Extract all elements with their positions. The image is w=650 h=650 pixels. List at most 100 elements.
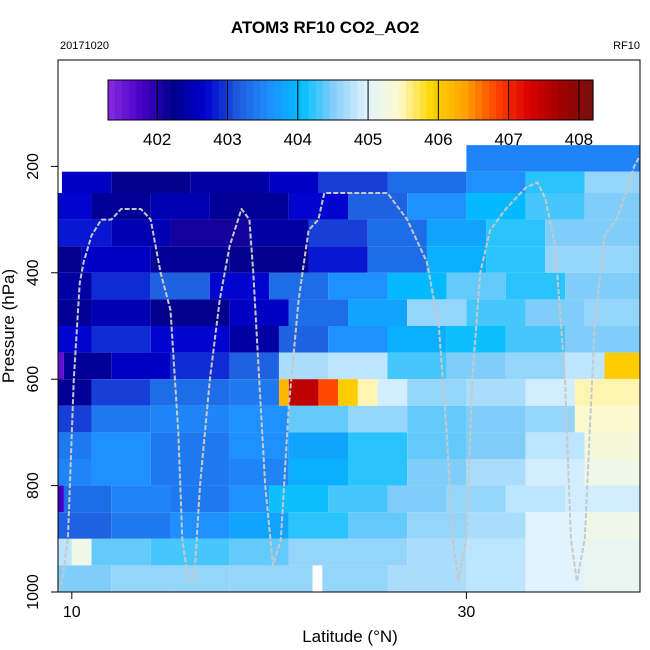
colorbar-swatch xyxy=(128,80,137,120)
heatmap-cell xyxy=(229,459,289,486)
colorbar-swatch xyxy=(156,80,165,120)
heatmap-cell xyxy=(565,326,640,353)
heatmap-cell xyxy=(150,379,230,406)
heatmap-cell xyxy=(150,538,230,566)
heatmap-cell xyxy=(58,538,72,566)
heatmap-cell xyxy=(91,193,151,220)
heatmap-cell xyxy=(387,272,447,300)
colorbar-swatch xyxy=(572,80,580,120)
heatmap-cell xyxy=(466,379,526,406)
heatmap-cell xyxy=(229,379,279,406)
heatmap-cell xyxy=(525,538,585,566)
colorbar-swatch xyxy=(405,80,414,120)
colorbar-swatch xyxy=(579,80,587,120)
heatmap-cell xyxy=(58,299,92,326)
heatmap-cell xyxy=(71,538,92,566)
heatmap-cell xyxy=(111,219,171,247)
heatmap-cell xyxy=(229,352,279,380)
colorbar-swatch xyxy=(440,80,449,120)
heatmap-cell xyxy=(91,299,151,326)
colorbar-swatch xyxy=(177,80,185,120)
heatmap-cell xyxy=(584,538,640,566)
heatmap-cell xyxy=(229,432,289,459)
heatmap-cell xyxy=(288,459,349,486)
heatmap-cell xyxy=(288,379,319,406)
heatmap-cell xyxy=(328,272,388,300)
colorbar-swatch xyxy=(288,80,296,120)
heatmap-cell xyxy=(63,352,112,380)
colorbar-swatch xyxy=(239,80,248,120)
heatmap-cell xyxy=(111,171,191,193)
heatmap-cell xyxy=(58,405,92,433)
heatmap-cell xyxy=(466,299,526,326)
heatmap-cell xyxy=(565,272,640,300)
heatmap-cell xyxy=(150,326,230,353)
y-axis: 200 400 600 800 1000 xyxy=(25,153,58,610)
heatmap-cell xyxy=(150,459,230,486)
heatmap-cell xyxy=(407,379,467,406)
colorbar-swatch xyxy=(350,80,359,120)
heatmap-cell xyxy=(525,379,575,406)
colorbar-swatch xyxy=(523,80,532,120)
colorbar-swatch xyxy=(322,80,331,120)
y-tick-label: 1000 xyxy=(25,574,42,610)
heatmap-cell xyxy=(278,352,329,380)
colorbar-swatch xyxy=(343,80,352,120)
colorbar-swatch xyxy=(482,80,490,120)
heatmap-cell xyxy=(229,246,309,273)
heatmap-cell xyxy=(387,565,467,592)
heatmap-cell xyxy=(229,512,289,539)
heatmap-cell xyxy=(229,565,313,592)
heatmap-cell xyxy=(111,485,171,513)
colorbar-swatch xyxy=(121,80,130,120)
heatmap-cell xyxy=(111,512,171,539)
heatmap-cell xyxy=(229,326,279,353)
heatmap-cell xyxy=(58,193,92,220)
colorbar-swatch xyxy=(246,80,255,120)
heatmap-cell xyxy=(111,352,171,380)
heatmap-cell xyxy=(525,405,575,433)
heatmap-cell xyxy=(229,538,289,566)
heatmap-cell xyxy=(91,379,151,406)
heatmap-cell xyxy=(446,352,506,380)
heatmap-cell xyxy=(407,193,467,220)
heatmap-cell xyxy=(525,193,585,220)
heatmap-cell xyxy=(584,299,640,326)
x-tick-label: 30 xyxy=(457,604,475,621)
heatmap-cell xyxy=(446,272,506,300)
heatmap-cell xyxy=(91,538,151,566)
heatmap-cell xyxy=(357,379,378,406)
heatmap-cell xyxy=(426,246,487,273)
flight-date: 20171020 xyxy=(60,40,109,52)
heatmap-cell xyxy=(466,171,526,193)
colorbar-frame xyxy=(107,79,594,121)
colorbar: 402 403 404 405 406 407 408 xyxy=(107,79,594,149)
heatmap-cell xyxy=(190,171,270,193)
heatmap-cell xyxy=(170,512,230,539)
heatmap-cell xyxy=(604,352,640,380)
heatmap-cell xyxy=(58,432,92,459)
colorbar-swatch xyxy=(329,80,338,120)
colorbar-tick-label: 402 xyxy=(143,130,171,149)
colorbar-tick-label: 405 xyxy=(354,130,382,149)
colorbar-swatch xyxy=(260,80,268,120)
heatmap-cell xyxy=(170,352,230,380)
heatmap-cell xyxy=(58,272,92,300)
heatmap-cell xyxy=(229,299,289,326)
y-tick-label: 200 xyxy=(25,153,42,180)
heatmap-cell xyxy=(338,379,358,406)
y-tick-label: 400 xyxy=(25,259,42,286)
colorbar-swatch xyxy=(530,80,539,120)
heatmap-cell xyxy=(308,219,368,247)
heatmap-cell xyxy=(348,405,408,433)
colorbar-swatch xyxy=(461,80,469,120)
heatmap-cell xyxy=(574,405,640,433)
colorbar-swatch xyxy=(225,80,234,120)
heatmap-cell xyxy=(209,272,270,300)
heatmap-cell xyxy=(466,405,526,433)
colorbar-swatch xyxy=(163,80,171,120)
colorbar-swatch xyxy=(419,80,428,120)
heatmap-cell xyxy=(367,246,427,273)
heatmap-cell xyxy=(525,432,585,459)
heatmap-cell xyxy=(407,405,467,433)
